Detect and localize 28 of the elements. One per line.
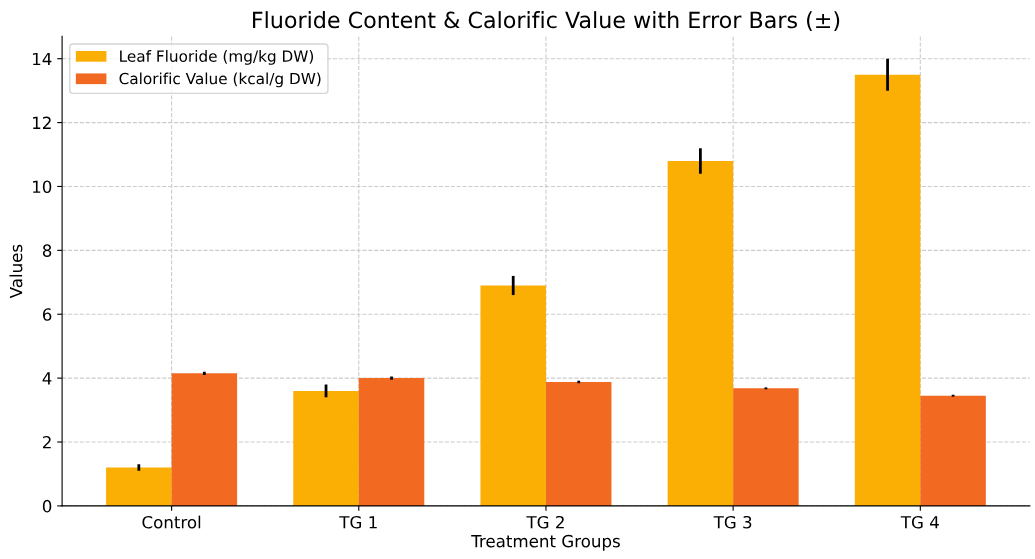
legend-label: Leaf Fluoride (mg/kg DW) — [120, 50, 314, 65]
y-tick-label: 0 — [42, 499, 52, 513]
bar — [106, 467, 172, 506]
bar — [480, 285, 546, 506]
bar — [358, 378, 425, 506]
x-tick-label: TG 3 — [713, 515, 752, 529]
bar — [171, 373, 238, 506]
chart-title: Fluoride Content & Calorific Value with Error Bars (±) — [253, 11, 840, 31]
bar — [293, 390, 359, 506]
x-tick-label: TG 2 — [526, 515, 564, 529]
y-tick-label: 6 — [42, 308, 52, 321]
x-tick-label: TG 1 — [339, 515, 377, 529]
bar — [667, 160, 734, 506]
x-tick-label: Control — [142, 515, 201, 529]
bar — [733, 388, 799, 506]
x-axis-title: Treatment Groups — [471, 534, 620, 551]
y-tick-label: 14 — [33, 52, 52, 66]
y-axis-title: Values — [9, 244, 23, 299]
y-tick-label: 12 — [33, 116, 51, 129]
y-tick-label: 8 — [42, 244, 52, 257]
x-tick-label: TG 4 — [900, 515, 939, 529]
y-tick-label: 10 — [33, 180, 52, 194]
bar — [545, 381, 612, 506]
bar — [920, 395, 986, 506]
bar — [854, 74, 921, 506]
y-tick-label: 4 — [42, 372, 52, 385]
y-tick-label: 2 — [42, 435, 51, 449]
legend-label: Calorific Value (kcal/g DW) — [119, 72, 321, 88]
